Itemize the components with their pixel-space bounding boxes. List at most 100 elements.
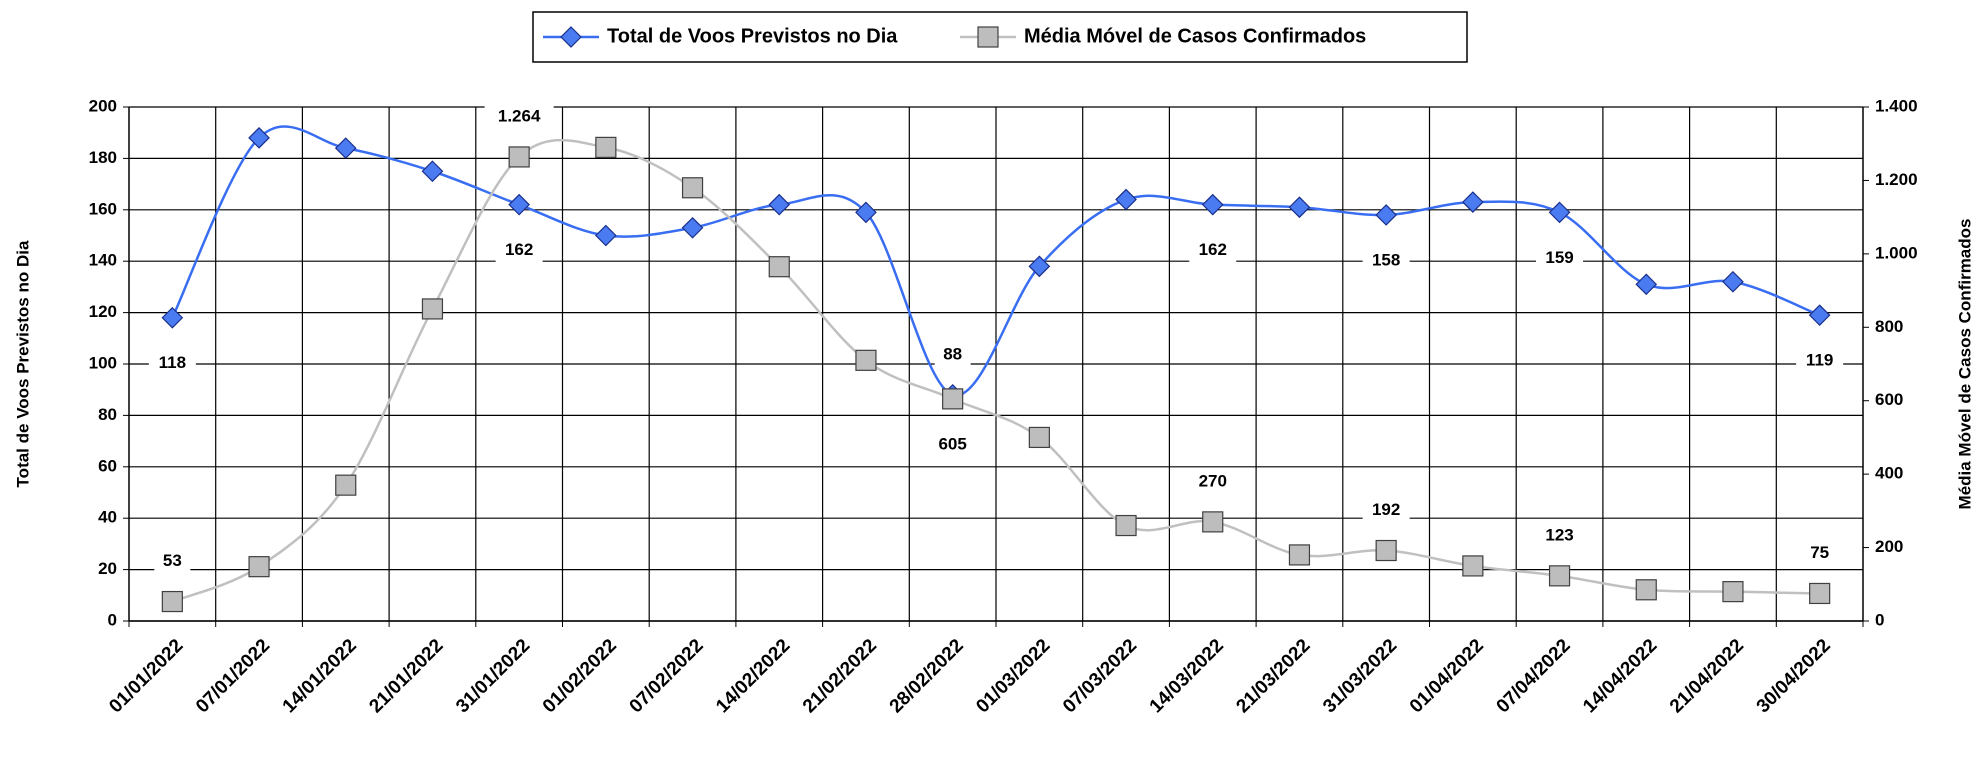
value-label: 162	[505, 240, 533, 259]
marker-square	[681, 177, 704, 199]
y-tick-label: 120	[89, 302, 117, 321]
x-tick-label: 14/04/2022	[1579, 635, 1661, 717]
value-label: 192	[1372, 500, 1400, 519]
x-tick-label: 07/04/2022	[1493, 635, 1575, 717]
marker-square	[942, 388, 964, 410]
value-label: 118	[159, 353, 186, 372]
y-tick-label: 200	[89, 96, 117, 115]
marker-square	[1028, 426, 1050, 449]
marker-diamond	[681, 216, 704, 239]
y2-tick-label: 800	[1875, 317, 1903, 336]
value-label-bg	[1362, 248, 1410, 273]
marker-diamond	[1288, 196, 1311, 219]
x-tick-label: 01/02/2022	[539, 635, 621, 717]
value-label: 1.264	[498, 106, 541, 125]
value-label: 88	[943, 344, 962, 363]
x-tick-label: 07/03/2022	[1059, 635, 1141, 717]
marker-square	[1635, 579, 1657, 601]
y-tick-label: 20	[98, 559, 117, 578]
marker-diamond	[855, 201, 877, 224]
value-label: 53	[163, 551, 182, 570]
value-label: 162	[1199, 240, 1227, 259]
value-label: 159	[1545, 248, 1573, 267]
marker-diamond	[421, 160, 444, 183]
x-tick-label: 01/04/2022	[1406, 635, 1488, 717]
marker-diamond	[248, 126, 270, 149]
y2-tick-label: 200	[1875, 537, 1903, 556]
marker-diamond	[1201, 193, 1224, 216]
x-tick-label: 21/01/2022	[365, 635, 447, 717]
marker-square	[1462, 555, 1484, 577]
legend: Total de Voos Previstos no Dia Média Móve…	[543, 25, 1366, 48]
y-tick-label: 0	[108, 610, 117, 629]
value-label: 158	[1372, 250, 1400, 269]
y-tick-label: 140	[89, 251, 117, 270]
value-label-bg	[1362, 498, 1410, 523]
x-tick-label: 21/04/2022	[1666, 635, 1748, 717]
marker-diamond	[1462, 191, 1484, 213]
value-label: 75	[1810, 543, 1829, 562]
marker-square	[1809, 582, 1831, 605]
marker-diamond	[595, 224, 617, 247]
value-label-bg	[148, 351, 196, 376]
value-label-bg	[1801, 541, 1838, 566]
marker-square	[595, 136, 617, 158]
marker-square	[768, 256, 790, 278]
marker-diamond	[1722, 270, 1744, 293]
y-axis-title: Total de Voos Previstos no Dia	[13, 240, 32, 487]
value-label-bg	[154, 549, 191, 574]
value-label: 270	[1199, 471, 1227, 490]
marker-square	[1375, 539, 1397, 562]
value-label-bg	[934, 342, 971, 367]
x-tick-label: 31/03/2022	[1319, 635, 1401, 717]
x-tick-label: 21/02/2022	[799, 635, 881, 717]
x-tick-label: 30/04/2022	[1753, 635, 1835, 717]
value-label-bg	[1189, 469, 1237, 494]
y-tick-label: 160	[89, 199, 117, 218]
x-tick-label: 14/01/2022	[279, 635, 361, 717]
value-label-bg	[495, 238, 543, 263]
marker-square	[1288, 544, 1311, 566]
value-label: 123	[1545, 525, 1573, 544]
y-tick-label: 180	[89, 148, 117, 167]
y2-tick-label: 1.000	[1875, 243, 1918, 262]
value-label-bg	[484, 104, 554, 129]
y2-tick-label: 1.200	[1875, 170, 1918, 189]
y2-tick-label: 1.400	[1875, 96, 1918, 115]
value-label: 119	[1806, 351, 1833, 370]
value-label-bg	[1536, 246, 1584, 271]
marker-diamond	[1808, 304, 1831, 327]
marker-square	[161, 590, 183, 613]
marker-square	[421, 298, 444, 320]
x-tick-label: 31/01/2022	[452, 635, 534, 717]
y-tick-label: 80	[98, 405, 117, 424]
y2-tick-label: 400	[1875, 464, 1903, 483]
x-tick-label: 28/02/2022	[886, 635, 968, 717]
legend-label: Total de Voos Previstos no Dia	[607, 25, 898, 47]
x-tick-label: 07/01/2022	[192, 635, 274, 717]
marker-diamond	[508, 193, 530, 216]
y-tick-label: 60	[98, 456, 117, 475]
x-tick-label: 14/02/2022	[712, 635, 794, 717]
value-label: 605	[938, 434, 966, 453]
marker-diamond	[1375, 204, 1397, 226]
marker-square	[1115, 514, 1137, 537]
marker-diamond	[1115, 188, 1137, 211]
marker-square	[855, 349, 877, 371]
marker-diamond	[1548, 201, 1571, 224]
marker-diamond	[161, 306, 184, 329]
marker-square	[977, 26, 999, 48]
marker-square	[1548, 565, 1571, 587]
y2-axis-title: Média Móvel de Casos Confirmados	[1955, 219, 1974, 510]
marker-square	[1722, 581, 1744, 603]
value-label-bg	[929, 432, 977, 457]
x-tick-label: 07/02/2022	[626, 635, 708, 717]
x-tick-label: 21/03/2022	[1232, 635, 1314, 717]
y-tick-label: 40	[98, 508, 117, 527]
y-tick-label: 100	[89, 353, 117, 372]
marker-square	[248, 556, 270, 578]
marker-diamond	[334, 137, 357, 159]
value-label-bg	[1796, 349, 1844, 374]
x-tick-label: 14/03/2022	[1146, 635, 1228, 717]
